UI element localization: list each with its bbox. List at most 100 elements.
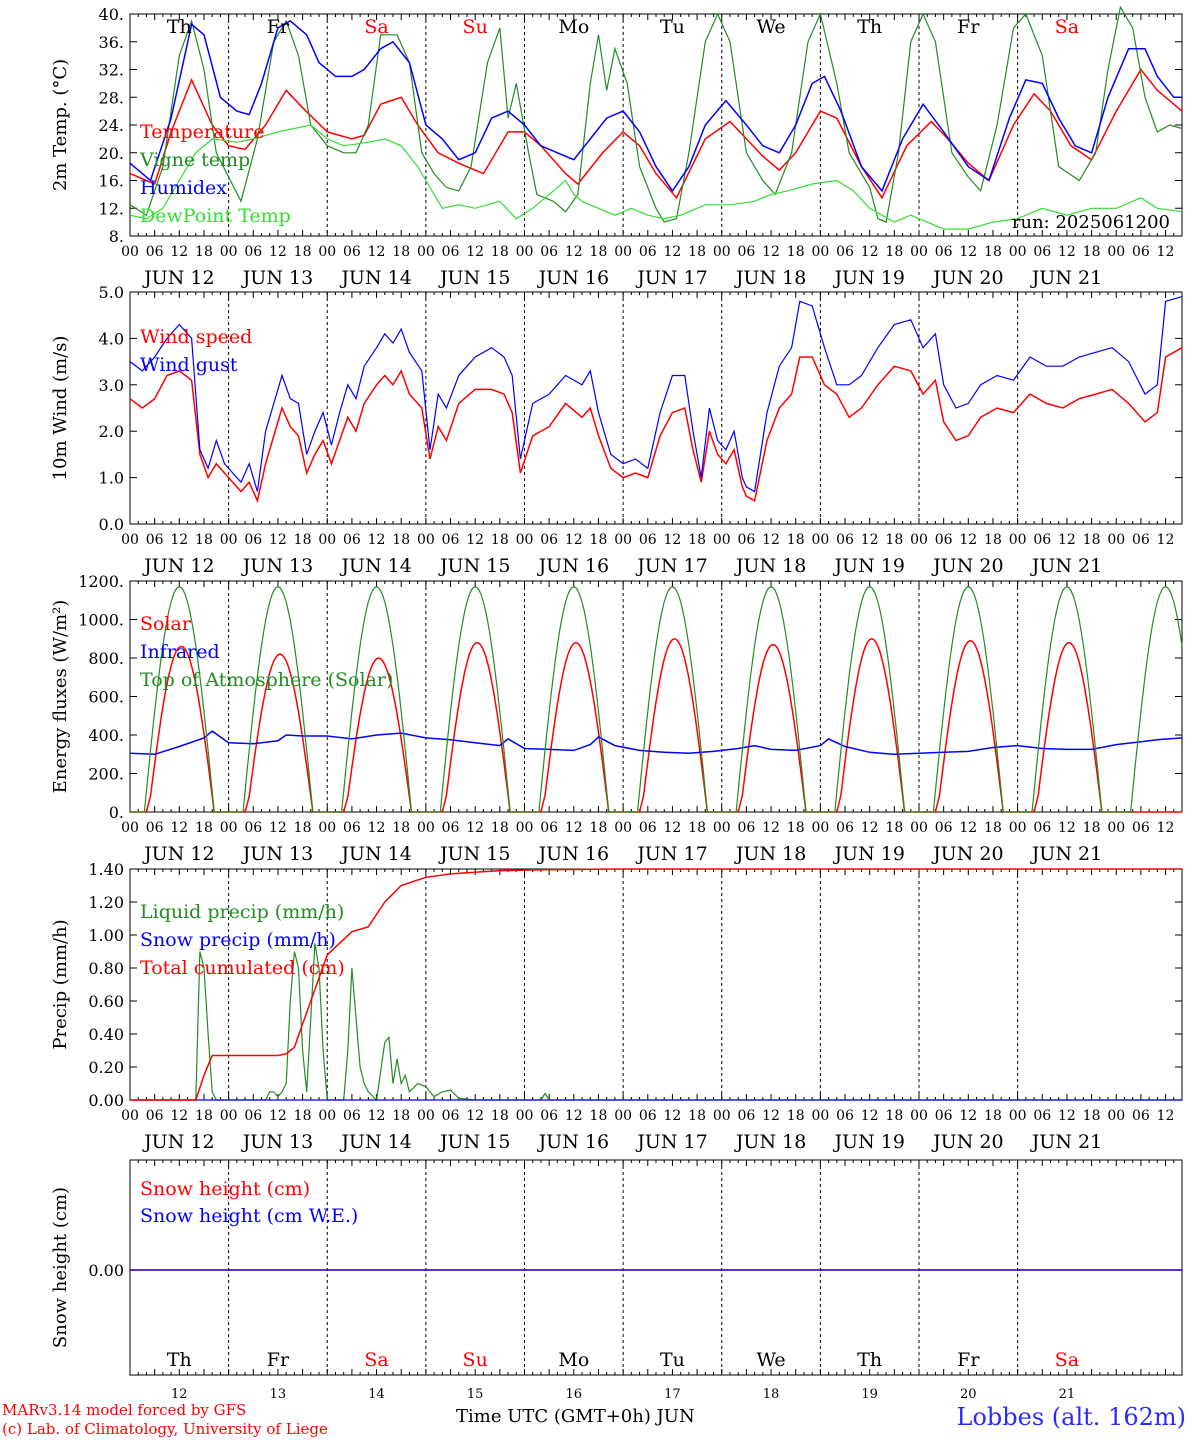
hour-label: 18 xyxy=(787,1108,805,1124)
hour-label: 06 xyxy=(1132,1108,1150,1124)
hour-label: 12 xyxy=(565,820,583,836)
legend-wind-gust: Wind gust xyxy=(140,354,238,376)
day-name: Sa xyxy=(1055,1349,1079,1371)
hour-label: 06 xyxy=(1132,820,1150,836)
date-label: JUN 13 xyxy=(241,1131,313,1153)
day-name: Sa xyxy=(364,16,388,38)
y-tick-label: 16. xyxy=(99,172,124,191)
hour-label: 18 xyxy=(984,1108,1002,1124)
date-label: JUN 12 xyxy=(142,267,214,289)
hour-label: 06 xyxy=(1033,1108,1051,1124)
date-label: JUN 16 xyxy=(537,843,609,865)
day-number: 21 xyxy=(1059,1387,1076,1402)
y-tick-label: 1.40 xyxy=(88,860,124,879)
hour-label: 12 xyxy=(1157,532,1175,548)
date-label: JUN 14 xyxy=(339,1131,411,1153)
hour-label: 06 xyxy=(1132,244,1150,260)
date-label: JUN 17 xyxy=(635,267,707,289)
y-tick-label: 20. xyxy=(99,144,124,163)
hour-label: 18 xyxy=(590,820,608,836)
hour-label: 12 xyxy=(565,244,583,260)
hour-label: 18 xyxy=(392,820,410,836)
hour-label: 12 xyxy=(1058,532,1076,548)
location-label: Lobbes (alt. 162m) xyxy=(956,1403,1186,1431)
hour-label: 06 xyxy=(244,1108,262,1124)
legend-vigne-temp: Vigne temp xyxy=(139,149,250,171)
hour-label: 06 xyxy=(737,532,755,548)
hour-label: 00 xyxy=(417,532,435,548)
hour-label: 06 xyxy=(146,1108,164,1124)
hour-label: 06 xyxy=(540,532,558,548)
hour-label: 12 xyxy=(861,820,879,836)
hour-label: 00 xyxy=(713,532,731,548)
y-tick-label: 800. xyxy=(88,649,124,668)
hour-label: 00 xyxy=(220,244,238,260)
day-name: Th xyxy=(857,1349,882,1371)
hour-label: 12 xyxy=(861,532,879,548)
date-label: JUN 15 xyxy=(438,843,510,865)
hour-label: 12 xyxy=(664,244,682,260)
hour-label: 12 xyxy=(466,532,484,548)
hour-label: 00 xyxy=(417,1108,435,1124)
hour-label: 06 xyxy=(737,820,755,836)
date-label: JUN 12 xyxy=(142,1131,214,1153)
y-axis-title: Energy fluxes (W/m²) xyxy=(50,600,71,794)
day-name: Sa xyxy=(364,1349,388,1371)
date-label: JUN 16 xyxy=(537,267,609,289)
day-name: Tu xyxy=(660,16,685,38)
hour-label: 12 xyxy=(368,820,386,836)
panel-2: 0.0 1.0 2.0 3.0 4.0 5.0 10m Wind (m/s) Wind spe… xyxy=(50,283,1183,577)
hour-label: 00 xyxy=(417,244,435,260)
hour-label: 18 xyxy=(392,1108,410,1124)
hour-label: 12 xyxy=(1157,1108,1175,1124)
y-tick-label: 0.40 xyxy=(88,1025,124,1044)
hour-label: 18 xyxy=(1083,244,1101,260)
date-label: JUN 16 xyxy=(537,555,609,577)
hour-label: 00 xyxy=(811,1108,829,1124)
date-label: JUN 21 xyxy=(1030,267,1102,289)
hour-label: 00 xyxy=(614,820,632,836)
hour-label: 06 xyxy=(442,1108,460,1124)
panel-4: 0.00 0.20 0.40 0.60 0.80 1.00 1.20 1.40 Precip (… xyxy=(50,860,1183,1153)
hour-label: 18 xyxy=(787,532,805,548)
hour-label: 06 xyxy=(343,532,361,548)
y-tick-label: 0.60 xyxy=(88,992,124,1011)
hour-label: 00 xyxy=(1009,244,1027,260)
date-label: JUN 21 xyxy=(1030,843,1102,865)
hour-label: 00 xyxy=(811,820,829,836)
legend-top-of-atmosphere-solar-: Top of Atmosphere (Solar) xyxy=(140,669,393,691)
hour-label: 06 xyxy=(146,532,164,548)
legend-total-cumulated-cm-: Total cumulated (cm) xyxy=(140,957,345,979)
hour-label: 12 xyxy=(959,244,977,260)
date-label: JUN 18 xyxy=(734,843,806,865)
hour-label: 18 xyxy=(590,244,608,260)
y-tick-label: 1200. xyxy=(78,572,124,591)
hour-label: 12 xyxy=(762,532,780,548)
date-label: JUN 20 xyxy=(931,555,1003,577)
hour-label: 06 xyxy=(244,532,262,548)
hour-label: 18 xyxy=(491,820,509,836)
day-number: 16 xyxy=(566,1387,583,1402)
hour-label: 00 xyxy=(516,820,534,836)
hour-label: 00 xyxy=(121,532,139,548)
date-label: JUN 14 xyxy=(339,555,411,577)
hour-label: 18 xyxy=(984,532,1002,548)
hour-label: 06 xyxy=(540,1108,558,1124)
hour-label: 00 xyxy=(121,820,139,836)
y-tick-label: 32. xyxy=(99,61,124,80)
day-name: We xyxy=(756,1349,785,1371)
hour-label: 00 xyxy=(318,244,336,260)
hour-label: 00 xyxy=(910,1108,928,1124)
hour-label: 18 xyxy=(688,244,706,260)
date-label: JUN 20 xyxy=(931,843,1003,865)
hour-label: 00 xyxy=(1009,820,1027,836)
hour-label: 18 xyxy=(787,244,805,260)
day-number: 17 xyxy=(664,1387,681,1402)
hour-label: 00 xyxy=(1107,1108,1125,1124)
y-tick-label: 3.0 xyxy=(99,376,124,395)
y-tick-label: 0.80 xyxy=(88,959,124,978)
day-name: Fr xyxy=(957,16,980,38)
y-axis-title: 10m Wind (m/s) xyxy=(50,336,71,481)
hour-label: 06 xyxy=(836,820,854,836)
series-line-infrared xyxy=(129,730,1183,756)
